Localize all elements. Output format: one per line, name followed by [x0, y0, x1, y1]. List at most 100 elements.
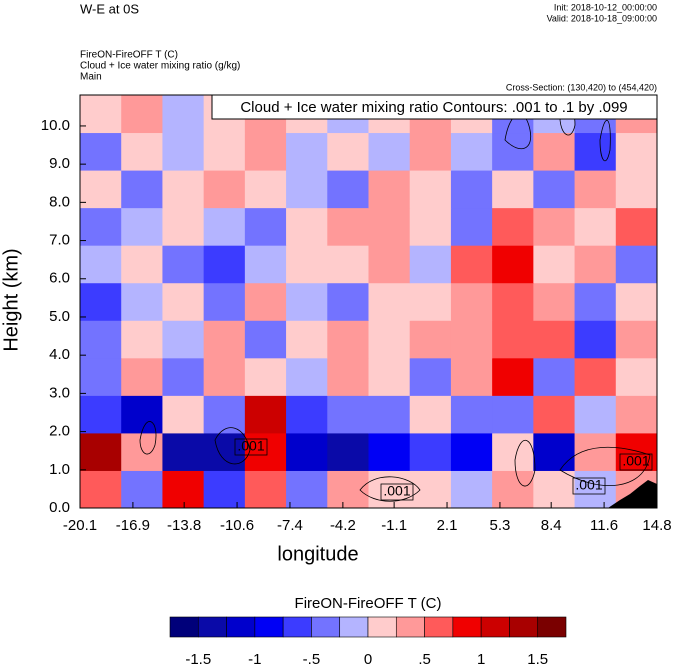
field-cell — [80, 207, 122, 246]
colorbar-box — [395, 616, 425, 638]
field-cell — [121, 357, 163, 396]
field-cell — [492, 395, 534, 434]
contour-label: .001 — [383, 483, 410, 499]
plot-frame — [79, 94, 658, 509]
chart-title: W-E at 0S — [80, 1, 139, 16]
field-cell — [162, 320, 205, 359]
y-tick-label: 5.0 — [49, 308, 70, 325]
field-cell — [574, 170, 617, 209]
field-cell — [492, 170, 534, 209]
field-cell — [368, 245, 411, 284]
field-cell — [450, 320, 493, 359]
field-cell — [244, 282, 287, 321]
field-cell — [121, 320, 163, 359]
field-cell — [286, 320, 328, 359]
contour-label-box — [572, 477, 606, 495]
contour-label-box — [234, 438, 268, 456]
field-cell — [492, 320, 534, 359]
field-cell — [533, 320, 576, 359]
colorbar-box — [197, 616, 227, 638]
field-name: FireON-FireOFF T (C) — [80, 50, 178, 61]
field-cell — [203, 320, 246, 359]
x-tick-label: 11.6 — [590, 517, 618, 534]
x-tick-label: 14.8 — [642, 517, 671, 534]
info-box — [211, 94, 658, 120]
field-cell — [80, 170, 122, 209]
y-tick-label: 8.0 — [49, 193, 70, 210]
colorbar-tick-label: -1.5 — [185, 651, 211, 667]
field-cell — [286, 132, 328, 171]
colorbar-tick-label: 1.5 — [527, 651, 548, 667]
y-tick-label: 10.0 — [41, 117, 70, 134]
field-cell — [80, 282, 122, 321]
field-cell — [286, 357, 328, 396]
field-cell — [80, 245, 122, 284]
field-cell — [286, 170, 328, 209]
field-cell — [80, 357, 122, 396]
x-tick-label: -4.2 — [330, 517, 356, 534]
field-cell — [368, 282, 411, 321]
field-cell — [574, 320, 617, 359]
field-cell — [450, 207, 493, 246]
x-tick-label: -13.8 — [167, 517, 201, 534]
field-cell — [450, 170, 493, 209]
colorbar-box — [480, 616, 510, 638]
field-cell — [121, 170, 163, 209]
colorbar-box — [537, 616, 567, 638]
field-cell — [368, 395, 411, 434]
field-cell — [409, 132, 452, 171]
field-cell — [244, 132, 287, 171]
field-cell — [409, 432, 452, 471]
x-tick-label: 5.3 — [490, 517, 511, 534]
field-cell — [533, 282, 576, 321]
field-cell — [450, 470, 493, 509]
field-cell — [615, 282, 658, 321]
valid-time: Valid: 2018-10-18_09:00:00 — [547, 13, 657, 23]
field-cell — [162, 432, 205, 471]
field-cell — [244, 395, 287, 434]
x-tick-label: -7.4 — [277, 517, 303, 534]
field-cell — [368, 357, 411, 396]
y-tick-label: 3.0 — [49, 384, 70, 401]
field-cell — [409, 395, 452, 434]
x-tick-label: 2.1 — [437, 517, 458, 534]
contour-label: .001 — [622, 453, 649, 469]
field-cell — [286, 245, 328, 284]
field-cell — [286, 395, 328, 434]
field-cell — [121, 132, 163, 171]
field-cell — [286, 207, 328, 246]
field-cell — [368, 320, 411, 359]
field-cell — [244, 245, 287, 284]
field-cell — [615, 320, 658, 359]
field-cell — [80, 432, 122, 471]
init-time: Init: 2018-10-12_00:00:00 — [554, 2, 657, 12]
field-cell — [574, 282, 617, 321]
field-cell — [574, 207, 617, 246]
field-cell — [121, 470, 163, 509]
field-cell — [533, 432, 576, 471]
contour-line — [139, 421, 651, 502]
field-cell — [121, 245, 163, 284]
field-cell — [574, 395, 617, 434]
field-cell — [450, 245, 493, 284]
field-cell — [80, 95, 122, 134]
field-cell — [327, 395, 369, 434]
field-cell — [80, 320, 122, 359]
field-cell — [327, 357, 369, 396]
field-cell — [615, 132, 658, 171]
overlay-name: Cloud + Ice water mixing ratio (g/kg) — [80, 61, 240, 72]
field-cell — [409, 245, 452, 284]
field-cell — [409, 357, 452, 396]
field-cell — [368, 207, 411, 246]
field-cell — [121, 95, 163, 134]
field-cell — [286, 432, 328, 471]
colorbar-box — [282, 616, 312, 638]
field-cell — [492, 245, 534, 284]
field-cell — [368, 170, 411, 209]
field-cell — [203, 245, 246, 284]
field-cell — [409, 170, 452, 209]
field-cell — [203, 170, 246, 209]
contour-label-box — [380, 483, 414, 501]
field-cell — [368, 432, 411, 471]
